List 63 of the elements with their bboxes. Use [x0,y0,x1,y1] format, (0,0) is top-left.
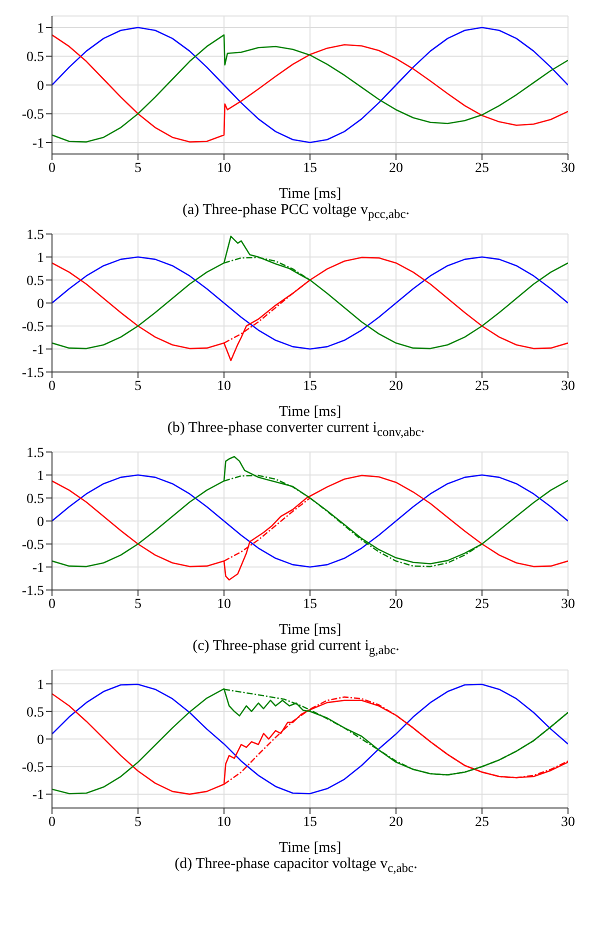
y-tick-label: 1 [37,468,44,484]
y-tick-label: -1 [32,136,44,152]
y-tick-label: 0 [37,514,44,530]
text: (c) Three-phase grid current i$_{g,abc}$. [192,638,400,658]
x-axis-title: Time [ms] [278,186,342,202]
x-axis-title: Time [ms] [278,404,342,420]
x-tick-label: 25 [475,378,489,394]
y-tick-label: -0.5 [22,538,44,553]
x-tick-label: 0 [48,814,56,830]
x-tick-label: 30 [561,160,575,176]
y-tick-label: 1.5 [26,446,44,461]
x-tick-label: 5 [134,596,142,612]
x-axis-title: Time [ms] [278,622,342,638]
y-tick-label: -1.5 [22,584,44,599]
y-tick-label: -1.5 [22,366,44,381]
x-tick-label: 5 [134,378,142,394]
x-tick-label: 0 [48,378,56,394]
x-tick-label: 10 [217,160,231,176]
y-tick-label: 1 [37,678,44,693]
y-tick-label: 0 [37,732,44,748]
line-series [223,256,311,281]
x-tick-label: 5 [134,160,142,176]
text: (d) Three-phase capacitor voltage v$_{c,abc}$. [174,856,418,876]
y-tick-label: -1 [32,342,44,358]
x-tick-label: 0 [48,160,56,176]
text: (a) Three-phase PCC voltage v$_{pcc,abc}$. [181,202,411,222]
y-tick-label: 0.5 [26,274,44,289]
x-tick-label: 5 [134,814,142,830]
y-tick-label: 0.5 [26,492,44,507]
y-tick-label: 1 [37,21,44,36]
x-tick-label: 25 [475,596,489,612]
x-tick-label: 10 [217,596,231,612]
x-tick-label: 10 [217,378,231,394]
x-tick-label: 25 [475,814,489,830]
y-tick-label: -0.5 [22,320,44,335]
x-tick-label: 30 [561,378,575,394]
x-tick-label: 0 [48,596,56,612]
y-tick-label: 0 [37,296,44,312]
y-tick-label: 0.5 [26,705,44,720]
y-tick-label: 0 [37,78,44,94]
y-tick-label: -1 [32,560,44,576]
y-tick-label: 0.5 [26,50,44,66]
text: (b) Three-phase converter current i$_{conv,abc}$. [166,420,426,440]
x-tick-label: 30 [561,596,575,612]
y-tick-label: -1 [32,788,44,804]
x-tick-label: 15 [303,160,317,176]
x-tick-label: 30 [561,814,575,830]
x-tick-label: 15 [303,596,317,612]
x-tick-label: 20 [389,814,403,830]
x-tick-label: 15 [303,814,317,830]
line-series [223,497,311,562]
line-series [52,456,568,568]
x-tick-label: 25 [475,160,489,176]
y-tick-label: -0.5 [22,108,44,123]
y-tick-label: -0.5 [22,760,44,776]
x-tick-label: 20 [389,596,403,612]
x-tick-label: 20 [389,378,403,394]
x-tick-label: 20 [389,160,403,176]
x-tick-label: 10 [217,814,231,830]
y-tick-label: 1 [37,250,44,266]
x-axis-title: Time [ms] [278,840,342,856]
x-tick-label: 15 [303,378,317,394]
y-tick-label: 1.5 [26,228,44,243]
